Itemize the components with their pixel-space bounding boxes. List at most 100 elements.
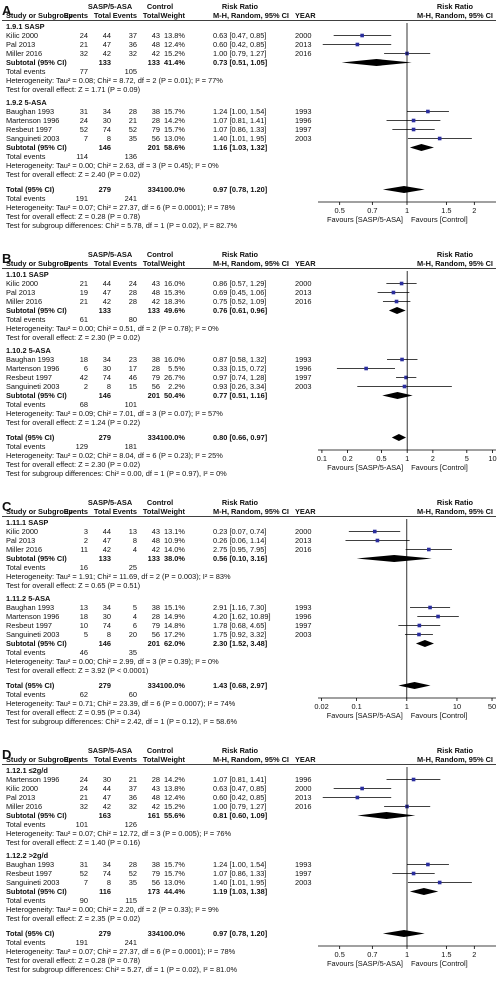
total-weight: 100.0% <box>160 433 185 442</box>
subtotal-diamond <box>409 144 434 151</box>
events-group2: 32 <box>129 802 137 811</box>
study-ci: 0.26 [0.06, 1.14] <box>213 536 266 545</box>
study-name: Kilic 2000 <box>6 31 38 40</box>
total-group1: 44 <box>103 527 111 536</box>
study-name: Kilic 2000 <box>6 784 38 793</box>
x-axis-tick-label: 2 <box>472 206 476 215</box>
subtotal-diamond <box>382 392 413 399</box>
study-marker <box>426 109 430 114</box>
study-year: 1993 <box>295 860 311 869</box>
total-events-label: Total events <box>6 67 46 76</box>
total-ci: 1.43 [0.68, 2.97] <box>213 681 268 690</box>
study-year: 2013 <box>295 793 311 802</box>
total-events-label: Total events <box>6 400 46 409</box>
study-marker <box>400 357 404 362</box>
subgroup-differences-text: Test for subgroup differences: Chi² = 5.… <box>6 221 237 230</box>
total-group1: 30 <box>103 775 111 784</box>
study-year: 2003 <box>295 630 311 639</box>
study-year: 1996 <box>295 775 311 784</box>
x-axis-tick-label: 0.5 <box>376 454 386 463</box>
x-axis-tick-label: 0.5 <box>335 206 345 215</box>
study-marker <box>417 623 422 628</box>
study-year: 2016 <box>295 297 311 306</box>
study-weight: 15.1% <box>164 603 185 612</box>
total-group1: 8 <box>107 878 111 887</box>
subtotal-total-group2: 133 <box>148 554 160 563</box>
total-ci: 0.97 [0.78, 1.20] <box>213 929 268 938</box>
total-events-group2: 101 <box>125 400 137 409</box>
plot-header-risk-ratio: Risk Ratio <box>437 498 474 507</box>
total-group1: 34 <box>103 603 111 612</box>
x-axis-tick-label: 2 <box>472 950 476 959</box>
events-group2: 35 <box>129 878 137 887</box>
x-axis-tick-label: 1 <box>405 950 409 959</box>
col-header-events: Events <box>113 11 137 20</box>
events-group1: 24 <box>80 31 88 40</box>
total-group1: 74 <box>103 869 111 878</box>
overall-effect-text: Test for overall effect: Z = 0.28 (P = 0… <box>6 956 140 965</box>
subtotal-weight: 62.0% <box>164 639 185 648</box>
events-group1: 21 <box>80 793 88 802</box>
x-axis-tick-label: 0.02 <box>314 702 328 711</box>
x-axis-tick-label: 50 <box>488 702 496 711</box>
subtotal-ci: 1.16 [1.03, 1.32] <box>213 143 268 152</box>
favours-right-label: Favours [Control] <box>411 463 468 472</box>
overall-effect-text: Test for overall effect: Z = 0.95 (P = 0… <box>6 708 140 717</box>
subtotal-diamond <box>409 888 439 895</box>
col-header-events: Events <box>113 259 137 268</box>
study-year: 1993 <box>295 603 311 612</box>
total-total-group1: 279 <box>99 929 111 938</box>
total-group2: 43 <box>152 527 160 536</box>
total-group2: 42 <box>152 49 160 58</box>
col-header-total: Total <box>94 259 111 268</box>
total-group2: 56 <box>152 134 160 143</box>
study-marker <box>436 614 440 619</box>
study-name: Sanguineti 2003 <box>6 382 59 391</box>
events-group2: 21 <box>129 775 137 784</box>
study-weight: 10.9% <box>164 536 185 545</box>
study-weight: 2.2% <box>168 382 185 391</box>
panel-label: D <box>2 747 11 762</box>
total-events-group1: 62 <box>80 690 88 699</box>
events-group2: 6 <box>133 621 137 630</box>
col-header-total: Total <box>143 11 160 20</box>
plot-header-method: M-H, Random, 95% CI <box>417 259 493 268</box>
total-group1: 44 <box>103 279 111 288</box>
total-total-group2: 334 <box>148 433 161 442</box>
study-weight: 16.0% <box>164 279 185 288</box>
study-name: Martenson 1996 <box>6 364 59 373</box>
total-events-group1: 129 <box>76 442 88 451</box>
overall-effect-text: Test for overall effect: Z = 2.35 (P = 0… <box>6 914 140 923</box>
study-ci: 4.20 [1.62, 10.89] <box>213 612 271 621</box>
heterogeneity-text: Heterogeneity: Tau² = 0.09; Chi² = 7.01,… <box>6 409 223 418</box>
x-axis-tick-label: 1 <box>405 206 409 215</box>
study-marker <box>411 127 416 132</box>
x-axis-tick-label: 0.5 <box>335 950 345 959</box>
total-total-group1: 279 <box>99 185 111 194</box>
col-header-year: YEAR <box>295 259 316 268</box>
study-weight: 15.3% <box>164 288 185 297</box>
col-header-method: M-H, Random, 95% CI <box>213 11 289 20</box>
events-group1: 21 <box>80 279 88 288</box>
study-year: 2013 <box>295 536 311 545</box>
overall-effect-text: Test for overall effect: Z = 0.65 (P = 0… <box>6 581 140 590</box>
total-group2: 79 <box>152 373 160 382</box>
study-ci: 0.86 [0.57, 1.29] <box>213 279 266 288</box>
study-weight: 17.2% <box>164 630 185 639</box>
study-year: 2016 <box>295 802 311 811</box>
subtotal-total-group1: 163 <box>99 811 111 820</box>
x-axis-tick-label: 0.1 <box>317 454 327 463</box>
study-name: Resbeut 1997 <box>6 869 52 878</box>
subtotal-label: Subtotal (95% CI) <box>6 639 67 648</box>
study-marker <box>411 118 416 123</box>
study-weight: 13.8% <box>164 784 185 793</box>
total-ci: 0.97 [0.78, 1.20] <box>213 185 268 194</box>
study-weight: 13.0% <box>164 134 185 143</box>
favours-right-label: Favours [Control] <box>411 711 468 720</box>
total-group1: 47 <box>103 40 111 49</box>
study-year: 2003 <box>295 878 311 887</box>
total-group2: 38 <box>152 860 160 869</box>
col-header-group1: SASP/5-ASA <box>88 498 133 507</box>
total-group2: 48 <box>152 40 160 49</box>
events-group2: 15 <box>129 382 137 391</box>
